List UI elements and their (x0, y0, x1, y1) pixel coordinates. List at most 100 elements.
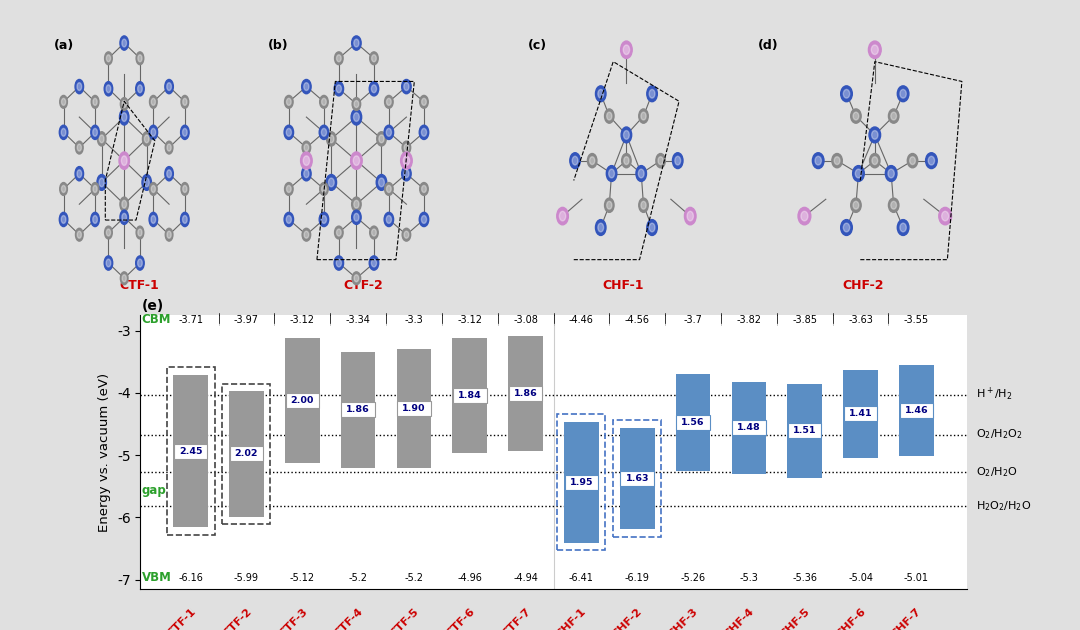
Circle shape (62, 215, 66, 224)
Circle shape (402, 166, 411, 181)
Text: -3.34: -3.34 (346, 315, 370, 325)
Circle shape (353, 113, 360, 122)
Circle shape (891, 112, 896, 120)
Text: -3.7: -3.7 (684, 315, 702, 325)
Circle shape (76, 141, 83, 154)
Circle shape (387, 185, 391, 193)
Circle shape (151, 185, 156, 193)
Bar (564, 421, 598, 543)
Circle shape (421, 98, 427, 105)
Text: O$_2$/H$_2$O: O$_2$/H$_2$O (970, 465, 1018, 479)
Text: -5.2: -5.2 (349, 573, 367, 583)
Circle shape (372, 55, 376, 62)
Circle shape (149, 183, 158, 195)
Circle shape (638, 109, 648, 123)
Circle shape (403, 156, 409, 166)
Circle shape (149, 95, 158, 108)
Circle shape (62, 98, 66, 105)
Circle shape (303, 170, 309, 178)
Circle shape (798, 207, 811, 225)
Circle shape (621, 127, 632, 143)
Circle shape (183, 215, 187, 224)
Text: (d): (d) (757, 39, 779, 52)
Circle shape (379, 135, 384, 143)
Text: CTF-1: CTF-1 (119, 278, 159, 292)
Text: CTF-1: CTF-1 (165, 607, 198, 630)
Circle shape (180, 125, 189, 139)
Circle shape (419, 212, 429, 227)
Circle shape (136, 226, 144, 239)
Circle shape (91, 125, 99, 139)
Circle shape (301, 166, 311, 181)
Circle shape (322, 185, 326, 193)
Circle shape (59, 95, 67, 108)
Circle shape (640, 112, 646, 120)
Text: CTF-4: CTF-4 (333, 607, 365, 630)
Circle shape (59, 125, 68, 139)
FancyBboxPatch shape (174, 444, 207, 459)
Circle shape (93, 215, 97, 224)
Text: (a): (a) (54, 39, 73, 52)
Circle shape (868, 41, 881, 59)
Circle shape (76, 228, 83, 241)
Text: CHF-1: CHF-1 (555, 607, 589, 630)
Text: CTF-5: CTF-5 (389, 607, 421, 630)
Text: 1.84: 1.84 (458, 391, 482, 400)
Text: CTF-6: CTF-6 (445, 607, 477, 630)
Text: VBM: VBM (141, 571, 172, 585)
Circle shape (801, 211, 808, 221)
Circle shape (300, 152, 312, 169)
Text: (e): (e) (141, 299, 164, 312)
Circle shape (377, 132, 387, 146)
Text: -3.12: -3.12 (289, 315, 314, 325)
Circle shape (852, 166, 864, 181)
Text: 1.51: 1.51 (793, 426, 816, 435)
Circle shape (320, 95, 328, 108)
Text: CHF-5: CHF-5 (779, 607, 812, 630)
Circle shape (872, 157, 878, 164)
Circle shape (151, 98, 156, 105)
Circle shape (647, 86, 658, 101)
Circle shape (122, 200, 126, 208)
Circle shape (93, 185, 97, 193)
Circle shape (387, 215, 391, 224)
Circle shape (891, 202, 896, 209)
Circle shape (284, 212, 294, 227)
Circle shape (303, 156, 310, 166)
Circle shape (336, 259, 341, 267)
Circle shape (334, 256, 343, 270)
Circle shape (122, 39, 126, 47)
Circle shape (353, 156, 360, 166)
Text: -5.36: -5.36 (793, 573, 818, 583)
Circle shape (404, 83, 409, 91)
Circle shape (855, 169, 862, 178)
FancyBboxPatch shape (843, 406, 877, 421)
Circle shape (897, 220, 909, 236)
Circle shape (122, 101, 126, 108)
Text: -6.16: -6.16 (178, 573, 203, 583)
Circle shape (137, 85, 143, 93)
Circle shape (76, 79, 83, 94)
Circle shape (99, 178, 105, 186)
Circle shape (607, 112, 612, 120)
FancyBboxPatch shape (285, 393, 319, 408)
Text: -6.19: -6.19 (625, 573, 650, 583)
Circle shape (335, 52, 343, 65)
Text: gap: gap (141, 484, 166, 497)
Circle shape (77, 231, 81, 238)
Circle shape (379, 178, 384, 186)
Text: -3.63: -3.63 (848, 315, 873, 325)
Circle shape (372, 85, 377, 93)
Circle shape (149, 212, 158, 227)
Circle shape (907, 154, 918, 168)
Bar (613, 420, 661, 537)
Text: -4.94: -4.94 (513, 573, 538, 583)
Text: CHF-2: CHF-2 (842, 278, 883, 292)
Circle shape (570, 152, 580, 169)
Text: (c): (c) (528, 39, 546, 52)
Bar (222, 384, 270, 524)
Circle shape (384, 125, 393, 139)
Circle shape (369, 52, 378, 65)
Circle shape (122, 275, 126, 282)
Bar (173, 375, 208, 527)
